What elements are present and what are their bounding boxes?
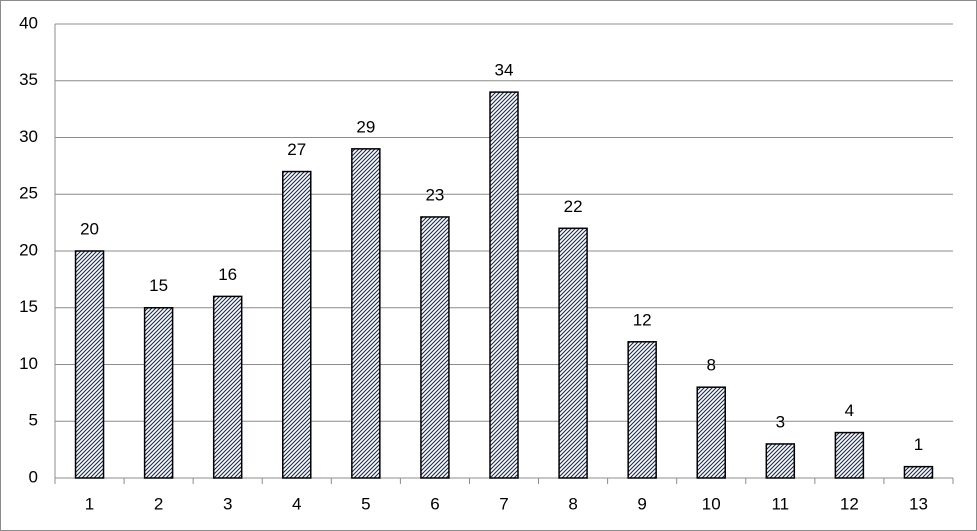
data-label: 23 (425, 185, 444, 204)
y-tick-label: 0 (29, 467, 38, 486)
x-tick-label: 10 (702, 494, 721, 513)
x-tick-label: 3 (223, 494, 232, 513)
data-label: 29 (356, 117, 375, 136)
bar (765, 443, 796, 479)
data-label: 3 (776, 412, 785, 431)
bar (558, 227, 588, 479)
bar (834, 431, 865, 479)
data-label: 27 (287, 140, 306, 159)
x-tick-label: 7 (499, 494, 508, 513)
bar (143, 307, 174, 479)
bar (351, 148, 381, 479)
bar (627, 341, 657, 479)
data-label: 20 (80, 219, 99, 238)
x-tick-label: 6 (430, 494, 439, 513)
x-tick-label: 5 (361, 494, 370, 513)
data-label: 1 (914, 435, 923, 454)
bar (74, 250, 105, 479)
bar (696, 386, 726, 479)
data-label: 34 (495, 61, 514, 80)
y-tick-label: 30 (19, 127, 38, 146)
bar (282, 170, 312, 479)
x-tick-label: 8 (568, 494, 577, 513)
data-label: 15 (149, 276, 168, 295)
x-tick-label: 4 (292, 494, 301, 513)
data-label: 22 (564, 197, 583, 216)
y-tick-label: 15 (19, 297, 38, 316)
data-label: 12 (633, 310, 652, 329)
y-tick-label: 25 (19, 184, 38, 203)
x-tick-label: 2 (154, 494, 163, 513)
x-tick-label: 12 (840, 494, 859, 513)
x-tick-label: 13 (909, 494, 928, 513)
bar (903, 465, 934, 479)
bar (420, 216, 450, 479)
bar (489, 91, 519, 479)
data-label: 8 (706, 356, 715, 375)
x-tick-label: 11 (771, 494, 789, 513)
y-tick-label: 10 (19, 354, 38, 373)
y-tick-label: 5 (29, 411, 38, 430)
x-tick-label: 1 (85, 494, 94, 513)
data-label: 4 (845, 401, 854, 420)
y-tick-label: 40 (19, 13, 38, 32)
y-tick-label: 20 (19, 240, 38, 259)
x-tick-label: 9 (637, 494, 646, 513)
y-tick-label: 35 (19, 70, 38, 89)
data-label: 16 (218, 265, 237, 284)
bar (212, 295, 243, 479)
